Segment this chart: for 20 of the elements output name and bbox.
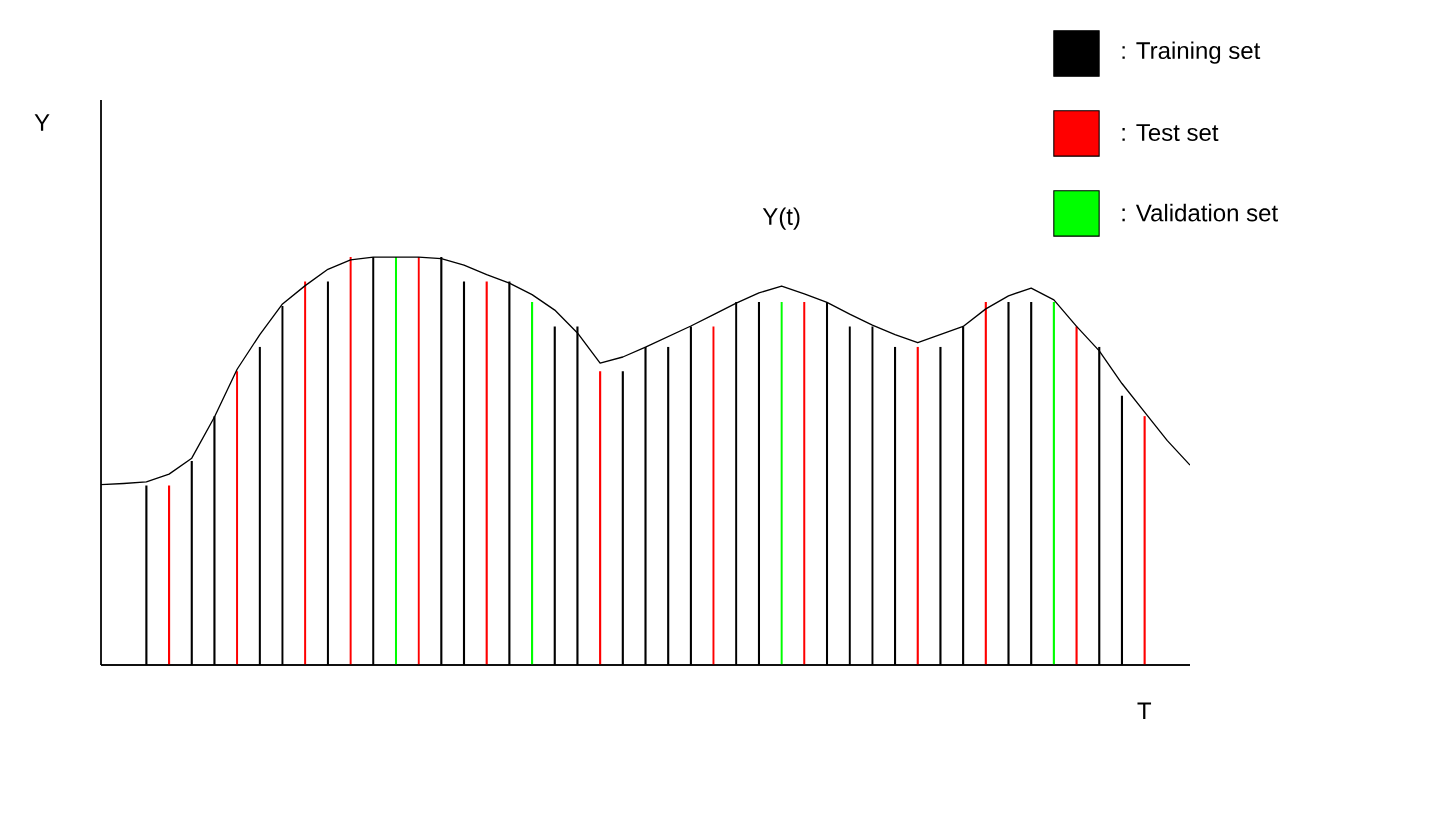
bar: [485, 281, 488, 665]
bar: [1143, 416, 1146, 665]
bar: [916, 346, 919, 665]
bar: [236, 371, 239, 665]
bar: [304, 281, 307, 665]
text: Y(t): [762, 207, 800, 230]
bar: [394, 257, 398, 665]
bar: [168, 485, 171, 665]
bar: [984, 301, 987, 665]
text: : Training set: [1122, 41, 1261, 64]
bar: [1052, 301, 1055, 665]
bar: [531, 301, 534, 665]
text: : Test set: [1122, 124, 1219, 142]
bar: [417, 257, 420, 665]
x-axis-title: T: [1137, 702, 1152, 720]
bar: [1075, 326, 1078, 665]
bar: [803, 301, 806, 665]
text: : Validation set: [1122, 203, 1278, 222]
y-axis-title: Y: [34, 114, 50, 131]
bar: [599, 371, 602, 665]
